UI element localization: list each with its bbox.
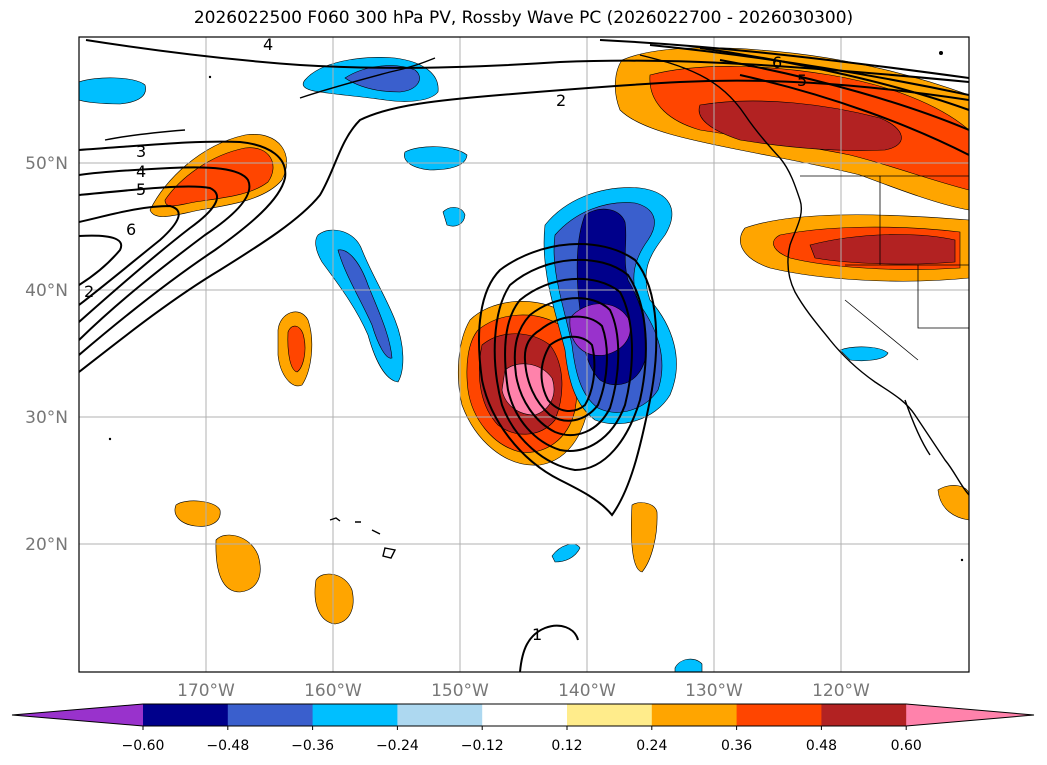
colorbar-segment [567,704,653,726]
map-plot-area: 4 2 3 4 5 6 2 6 5 1 [79,35,969,672]
lon-tick-label: 120°W [812,681,870,701]
coastlines [104,54,969,559]
colorbar-tick-label: 0.12 [551,738,582,754]
colorbar-tick-label: −0.48 [206,738,249,754]
colorbar-segment [482,704,568,726]
colorbar-tick-label: −0.36 [291,738,334,754]
lat-tick-label: 30°N [25,408,68,428]
colorbar-segment [227,704,314,726]
state-borders [800,175,969,361]
colorbar-segment [312,704,398,726]
colorbar-segment [143,704,229,726]
colorbar-tick-label: 0.24 [636,738,667,754]
colorbar-segment [736,704,822,726]
map-title: 2026022500 F060 300 hPa PV, Rossby Wave … [193,8,854,28]
contour-label: 4 [136,162,146,181]
colorbar-extend-max [906,704,1034,726]
contour-label: 6 [126,220,136,239]
contour-label: 3 [136,142,146,161]
contour-label: 1 [532,625,542,644]
lon-axis: 170°W 160°W 150°W 140°W 130°W 120°W [177,681,870,701]
lat-tick-label: 40°N [25,281,68,301]
lat-tick-label: 20°N [25,535,68,555]
colorbar-tick-label: −0.60 [122,738,165,754]
islands [108,51,964,562]
graticule [79,37,969,672]
colorbar: −0.60 −0.48 −0.36 −0.24 −0.12 0.12 0.24 0.36 0.4… [11,703,1035,754]
lon-tick-label: 170°W [177,681,235,701]
contour-label: 5 [136,180,146,199]
colorbar-extend-min [12,704,143,726]
contour-label: 2 [84,282,94,301]
lon-tick-label: 150°W [431,681,489,701]
colorbar-segment [397,704,483,726]
contour-label: 6 [772,53,782,72]
colorbar-tick-label: 0.48 [806,738,837,754]
lon-tick-label: 130°W [685,681,743,701]
contour-label: 2 [556,91,566,110]
lon-tick-label: 160°W [304,681,362,701]
contour-label: 5 [797,71,807,90]
lat-tick-label: 50°N [25,154,68,174]
lon-tick-label: 140°W [558,681,616,701]
colorbar-tick-label: 0.60 [891,738,922,754]
map-frame [78,36,970,673]
lat-axis: 50°N 40°N 30°N 20°N [25,154,68,555]
colorbar-tick-label: −0.24 [376,738,419,754]
colorbar-segment [821,704,907,726]
colorbar-tick-label: −0.12 [461,738,504,754]
contour-labels: 4 2 3 4 5 6 2 6 5 1 [84,35,807,644]
pv-contours [79,39,969,672]
contour-label: 4 [263,35,273,54]
colorbar-tick-label: 0.36 [721,738,752,754]
colorbar-segment [651,704,738,726]
